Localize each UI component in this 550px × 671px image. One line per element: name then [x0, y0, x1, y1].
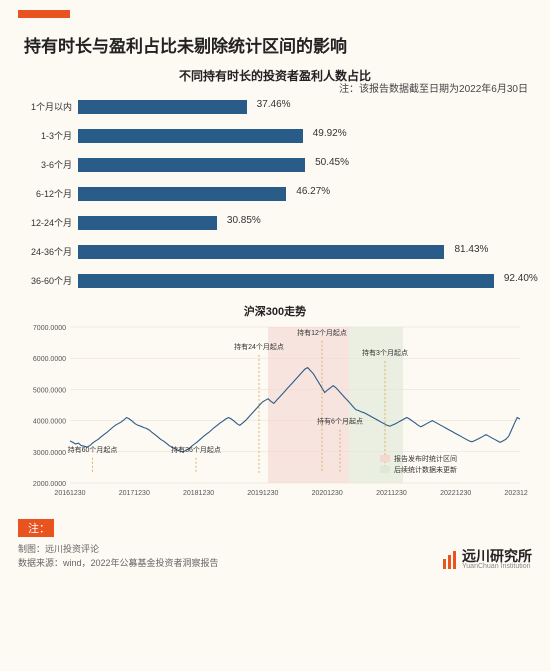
- svg-text:20191230: 20191230: [247, 490, 278, 497]
- bar-value: 30.85%: [227, 215, 261, 226]
- svg-text:持有36个月起点: 持有36个月起点: [171, 445, 221, 454]
- bar-fill: 37.46%: [78, 100, 247, 114]
- svg-text:4000.0000: 4000.0000: [33, 419, 66, 426]
- logo-icon: [443, 551, 456, 569]
- svg-text:20161230: 20161230: [54, 490, 85, 497]
- svg-text:20211230: 20211230: [376, 490, 407, 497]
- svg-text:3000.0000: 3000.0000: [33, 450, 66, 457]
- bar-fill: 81.43%: [78, 245, 444, 259]
- brand: 远川研究所 YuanChuan Institution: [443, 549, 532, 570]
- svg-text:20171230: 20171230: [119, 490, 150, 497]
- bar-value: 37.46%: [257, 99, 291, 110]
- bar-row: 1个月以内37.46%: [22, 92, 528, 121]
- svg-text:20221230: 20221230: [440, 490, 471, 497]
- bar-value: 92.40%: [504, 273, 538, 284]
- brand-sub: YuanChuan Institution: [462, 563, 532, 570]
- bar-value: 81.43%: [455, 244, 489, 255]
- bar-category: 36-60个月: [22, 274, 78, 287]
- svg-text:后续统计数据未更新: 后续统计数据未更新: [394, 465, 457, 474]
- svg-text:2000.0000: 2000.0000: [33, 481, 66, 488]
- bar-fill: 46.27%: [78, 187, 286, 201]
- footer: 制图：远川投资评论 数据来源：wind，2022年公募基金投资者洞察报告 远川研…: [0, 539, 550, 576]
- svg-text:20181230: 20181230: [183, 490, 214, 497]
- svg-text:报告发布时统计区间: 报告发布时统计区间: [394, 454, 457, 463]
- credit: 制图：远川投资评论: [18, 543, 219, 557]
- bar-row: 12-24个月30.85%: [22, 208, 528, 237]
- svg-text:20231230: 20231230: [504, 490, 528, 497]
- bar-row: 3-6个月50.45%: [22, 150, 528, 179]
- source: 数据来源：wind，2022年公募基金投资者洞察报告: [18, 557, 219, 571]
- bar-row: 36-60个月92.40%: [22, 266, 528, 295]
- bar-fill: 50.45%: [78, 158, 305, 172]
- svg-text:5000.0000: 5000.0000: [33, 387, 66, 394]
- svg-text:6000.0000: 6000.0000: [33, 356, 66, 363]
- svg-text:持有24个月起点: 持有24个月起点: [234, 342, 284, 351]
- svg-text:持有60个月起点: 持有60个月起点: [68, 445, 118, 454]
- page-title: 持有时长与盈利占比未剔除统计区间的影响: [24, 32, 532, 57]
- note-label: 注：: [18, 519, 54, 537]
- svg-text:持有6个月起点: 持有6个月起点: [317, 417, 363, 426]
- brand-name: 远川研究所: [462, 549, 532, 563]
- bar-fill: 30.85%: [78, 216, 217, 230]
- bar-value: 46.27%: [296, 186, 330, 197]
- bar-chart: 1个月以内37.46%1-3个月49.92%3-6个月50.45%6-12个月4…: [22, 92, 528, 295]
- svg-text:20201230: 20201230: [312, 490, 343, 497]
- accent-bar: [18, 10, 70, 18]
- bar-category: 3-6个月: [22, 158, 78, 171]
- bar-fill: 49.92%: [78, 129, 303, 143]
- bar-row: 1-3个月49.92%: [22, 121, 528, 150]
- bar-value: 50.45%: [315, 157, 349, 168]
- svg-text:持有12个月起点: 持有12个月起点: [297, 328, 347, 337]
- line-chart-title: 沪深300走势: [0, 303, 550, 319]
- bar-category: 1个月以内: [22, 100, 78, 113]
- bar-category: 6-12个月: [22, 187, 78, 200]
- bar-category: 12-24个月: [22, 216, 78, 229]
- svg-text:7000.0000: 7000.0000: [33, 325, 66, 332]
- svg-text:持有3个月起点: 持有3个月起点: [362, 348, 408, 357]
- bar-category: 1-3个月: [22, 129, 78, 142]
- bar-fill: 92.40%: [78, 274, 494, 288]
- bar-category: 24-36个月: [22, 245, 78, 258]
- line-chart: 2000.0000 3000.0000 4000.0000 5000.0000 6000…: [22, 321, 528, 513]
- bar-row: 24-36个月81.43%: [22, 237, 528, 266]
- bar-value: 49.92%: [313, 128, 347, 139]
- bar-row: 6-12个月46.27%: [22, 179, 528, 208]
